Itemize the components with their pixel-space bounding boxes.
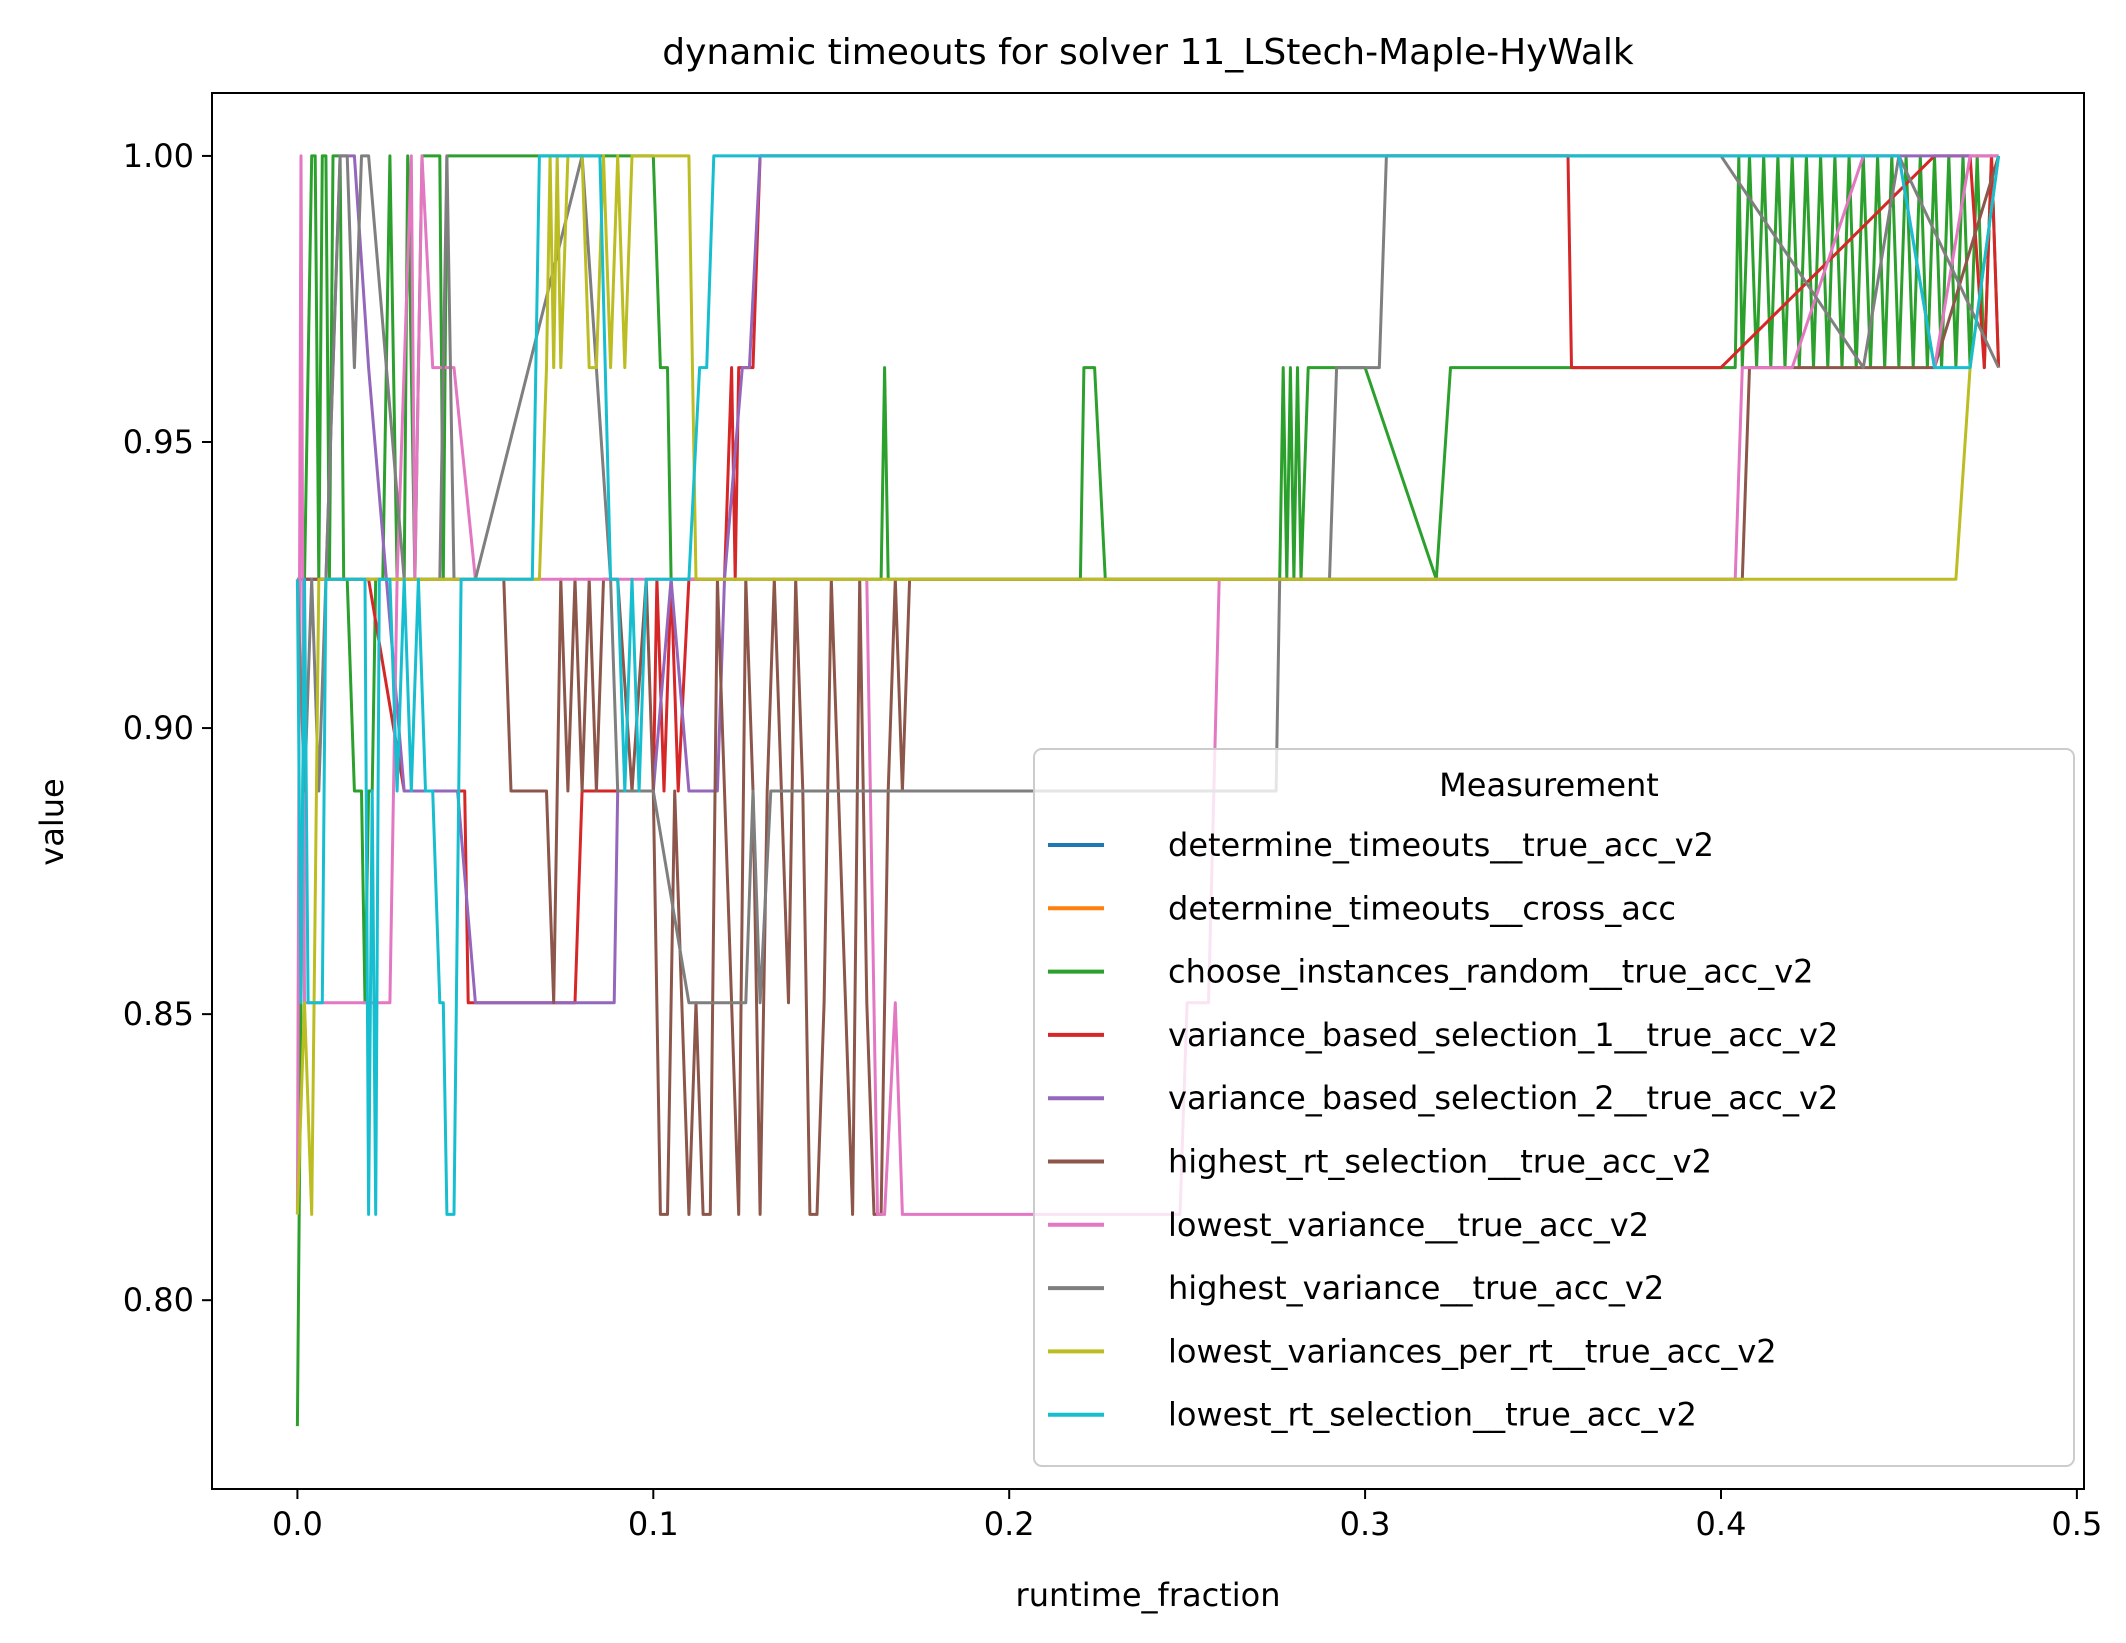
legend-entries: determine_timeouts__true_acc_v2 determine…: [1048, 826, 1838, 1434]
x-tick-label: 0.5: [2051, 1505, 2102, 1543]
series-line-9: [295, 154, 2001, 1216]
legend-label: variance_based_selection_2__true_acc_v2: [1168, 1079, 1838, 1117]
x-tick-label: 0.1: [628, 1505, 679, 1543]
y-tick-label: 0.90: [123, 709, 194, 747]
series-line-5: [297, 155, 2001, 1216]
y-tick-label: 1.00: [123, 137, 194, 175]
legend: Measurement determine_timeouts__true_acc…: [1033, 748, 2075, 1467]
x-tick-label: 0.4: [1696, 1505, 1747, 1543]
legend-label: lowest_variance__true_acc_v2: [1168, 1206, 1649, 1244]
x-tick-label: 0.0: [272, 1505, 323, 1543]
x-tick-label: 0.3: [1340, 1505, 1391, 1543]
x-axis-label: runtime_fraction: [1016, 1576, 1281, 1614]
chart-title: dynamic timeouts for solver 11_LStech-Ma…: [662, 32, 1634, 73]
plot-area: [295, 154, 2001, 1427]
axes-frame: [211, 92, 2085, 1490]
legend-label: variance_based_selection_1__true_acc_v2: [1168, 1016, 1838, 1054]
series-line-7: [295, 154, 2000, 1005]
legend-label: determine_timeouts__true_acc_v2: [1168, 826, 1714, 864]
legend-label: determine_timeouts__cross_acc: [1168, 889, 1676, 927]
legend-label: highest_rt_selection__true_acc_v2: [1168, 1143, 1712, 1181]
legend-frame: [1033, 748, 2075, 1467]
y-tick-label: 0.95: [123, 423, 194, 461]
legend-label: highest_variance__true_acc_v2: [1168, 1269, 1664, 1307]
y-axis-label: value: [33, 778, 71, 865]
y-tick-label: 0.85: [123, 995, 194, 1033]
y-tick-label: 0.80: [123, 1281, 194, 1319]
x-tick-label: 0.2: [984, 1505, 1035, 1543]
legend-title: Measurement: [1439, 766, 1659, 804]
legend-label: lowest_variances_per_rt__true_acc_v2: [1168, 1332, 1777, 1370]
legend-label: choose_instances_random__true_acc_v2: [1168, 953, 1814, 991]
axes-ticks: 0.0 0.1 0.2 0.3 0.4 0.5 0.80 0.85 0.90 0.95 1.00: [123, 137, 2103, 1543]
legend-label: lowest_rt_selection__true_acc_v2: [1168, 1396, 1697, 1434]
